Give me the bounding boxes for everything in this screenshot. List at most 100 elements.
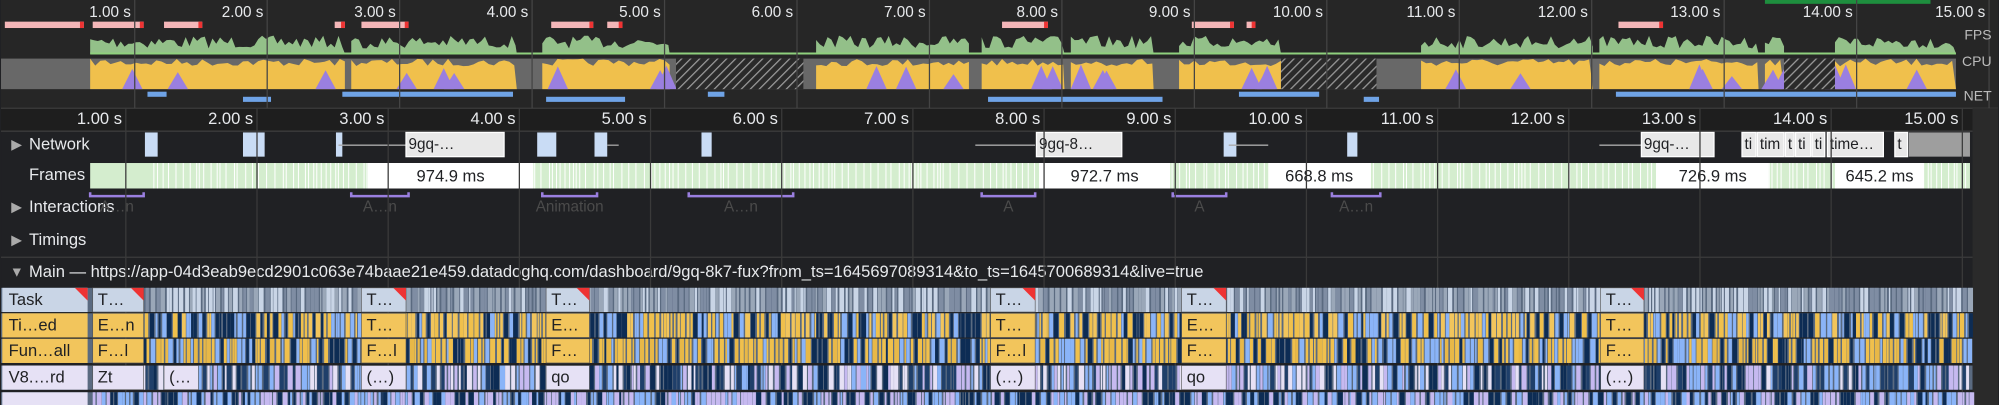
flame-slice: [873, 287, 878, 313]
flame-slice: [665, 392, 667, 405]
flame-slice: [1866, 365, 1870, 390]
flame-slice: [646, 392, 651, 405]
expand-arrow[interactable]: ▶: [11, 198, 22, 214]
flame-slice: [478, 338, 482, 363]
flame-slice: [1294, 313, 1300, 338]
flame-slice: [837, 338, 841, 363]
flame-slice: [711, 338, 714, 363]
flame-slice: [1366, 287, 1371, 313]
flame-slice: [1273, 392, 1279, 405]
flame-slice: [881, 287, 886, 313]
flame-slice: [1817, 287, 1822, 313]
flame-slice: [1755, 338, 1758, 363]
flame-slice: [1861, 313, 1864, 338]
long-frame: [92, 21, 144, 29]
flame-slice: [194, 338, 198, 363]
flame-slice: [1925, 392, 1928, 405]
flame-slice: [848, 313, 853, 338]
flame-slice: [291, 287, 296, 313]
flame-slice: [500, 313, 503, 338]
flame-slice: [1247, 365, 1250, 390]
flame-slice: [1686, 392, 1690, 405]
long-frame-end: [1659, 21, 1664, 29]
flame-slice: [1567, 365, 1572, 390]
flame-slice: [1908, 365, 1914, 390]
flame-slice: [1231, 365, 1236, 390]
flame-slice: [1116, 338, 1122, 363]
expand-arrow[interactable]: ▶: [11, 231, 22, 247]
flame-slice: [269, 392, 272, 405]
flame-slice: [1748, 287, 1753, 313]
main-title[interactable]: Main — https://app-04d3eab9ecd2901c063e7…: [29, 262, 1203, 281]
flame-slice: [777, 392, 782, 405]
flame-slice: [1475, 338, 1477, 363]
flame-slice: [1539, 392, 1543, 405]
flame-slice: [1276, 338, 1280, 363]
flame-slice: [692, 392, 695, 405]
flame-slice: [950, 392, 955, 405]
flame-slice: [736, 365, 742, 390]
flame-slice: [447, 338, 449, 363]
flame-slice: [872, 338, 878, 363]
expand-arrow[interactable]: ▼: [10, 263, 24, 279]
flame-slice: [345, 313, 350, 338]
flame-slice: [1387, 287, 1392, 313]
flame-slice: [430, 313, 435, 338]
flame-slice: [1730, 287, 1734, 313]
flame-slice: [795, 338, 797, 363]
scrollbar[interactable]: [1972, 108, 1998, 405]
flame-slice: [509, 313, 513, 338]
flame-slice: [1494, 338, 1499, 363]
flame-label: F…l: [367, 341, 397, 360]
long-frame: [1191, 21, 1234, 29]
overview-time-label: 1.00 s: [89, 4, 131, 21]
flame-slice: [185, 287, 189, 313]
flame-slice: [1175, 392, 1180, 405]
network-request: [1794, 131, 1812, 158]
flame-slice: [1788, 287, 1792, 313]
flame-slice: [1645, 338, 1648, 363]
flame-slice: [1930, 365, 1933, 390]
flame-slice: [186, 338, 191, 363]
flame-slice: [450, 287, 453, 313]
flame-slice: [210, 392, 213, 405]
flame-slice: [1285, 338, 1291, 363]
flame-slice: [933, 365, 938, 390]
track-label[interactable]: Timings: [29, 230, 86, 249]
flame-slice: [880, 313, 883, 338]
flame-slice: [144, 313, 149, 338]
request-label: ti: [1745, 136, 1753, 153]
flame-slice: [907, 392, 913, 405]
flame-slice: [652, 392, 655, 405]
flame-slice: [1247, 392, 1251, 405]
flame-slice: [1264, 392, 1269, 405]
flame-slice: [904, 338, 906, 363]
flame-slice: [1276, 313, 1279, 338]
flame-slice: [1803, 365, 1807, 390]
track-label[interactable]: Interactions: [29, 197, 115, 216]
interaction-label: A: [1194, 199, 1205, 216]
flame-slice: [1242, 392, 1246, 405]
flame-slice: [321, 313, 323, 338]
flame-label: (…): [1606, 368, 1634, 387]
flame-slice: [847, 365, 849, 390]
flame-slice: [1180, 392, 1184, 405]
flame-slice: [460, 338, 464, 363]
flame-slice: [348, 338, 352, 363]
track-label[interactable]: Network: [29, 135, 90, 154]
flame-slice: [1483, 392, 1489, 405]
flame-slice: [1319, 365, 1325, 390]
flame-slice: [1333, 365, 1336, 390]
flame-slice: [1307, 392, 1313, 405]
expand-arrow[interactable]: ▶: [11, 136, 22, 152]
flame-slice: [684, 392, 688, 405]
flame-slice: [1775, 287, 1778, 313]
flame-slice: [1792, 338, 1796, 363]
flame-slice: [191, 313, 194, 338]
flame-slice: [1576, 313, 1581, 338]
flame-slice: [841, 338, 845, 363]
flame-slice: [608, 287, 610, 313]
flame-slice: [196, 287, 201, 313]
flame-slice: [1840, 365, 1843, 390]
flame-slice: [959, 313, 961, 338]
